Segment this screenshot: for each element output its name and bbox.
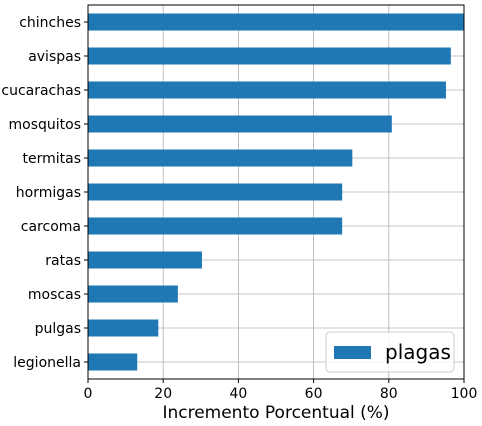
legend-label: plagas [385, 340, 451, 364]
y-tick-label-ratas: ratas [45, 253, 81, 269]
bar-chinches [88, 13, 464, 31]
bar-cucarachas [88, 81, 446, 99]
bar-pulgas [88, 319, 159, 337]
y-tick-label-termitas: termitas [22, 151, 81, 167]
bar-hormigas [88, 183, 343, 201]
y-tick-labels: chinches avispas cucarachas mosquitos termit… [1, 15, 88, 371]
x-tick-label: 40 [229, 386, 247, 402]
x-tick-label: 0 [84, 386, 93, 402]
bars-group [88, 13, 464, 371]
y-tick-label-hormigas: hormigas [16, 185, 81, 201]
x-tick-labels: 0 20 40 60 80 100 [84, 379, 478, 402]
bar-carcoma [88, 217, 343, 235]
y-tick-label-moscas: moscas [28, 287, 81, 303]
y-tick-label-cucarachas: cucarachas [1, 83, 81, 99]
legend-box [325, 331, 455, 373]
y-tick-label-legionella: legionella [13, 355, 81, 371]
x-tick-label: 20 [154, 386, 172, 402]
bar-termitas [88, 149, 353, 167]
y-tick-label-pulgas: pulgas [35, 321, 81, 337]
bar-legionella [88, 353, 138, 371]
x-tick-label: 60 [305, 386, 323, 402]
bar-avispas [88, 47, 451, 65]
legend: plagas [325, 331, 455, 373]
y-tick-label-carcoma: carcoma [21, 219, 81, 235]
bar-moscas [88, 285, 178, 303]
bar-mosquitos [88, 115, 392, 133]
x-tick-label: 100 [451, 386, 478, 402]
y-tick-label-mosquitos: mosquitos [9, 117, 82, 133]
y-tick-label-avispas: avispas [28, 49, 81, 65]
x-axis-label: Incremento Porcentual (%) [162, 403, 389, 423]
bar-ratas [88, 251, 202, 269]
legend-swatch [334, 346, 371, 359]
x-tick-label: 80 [380, 386, 398, 402]
y-tick-label-chinches: chinches [19, 15, 81, 31]
